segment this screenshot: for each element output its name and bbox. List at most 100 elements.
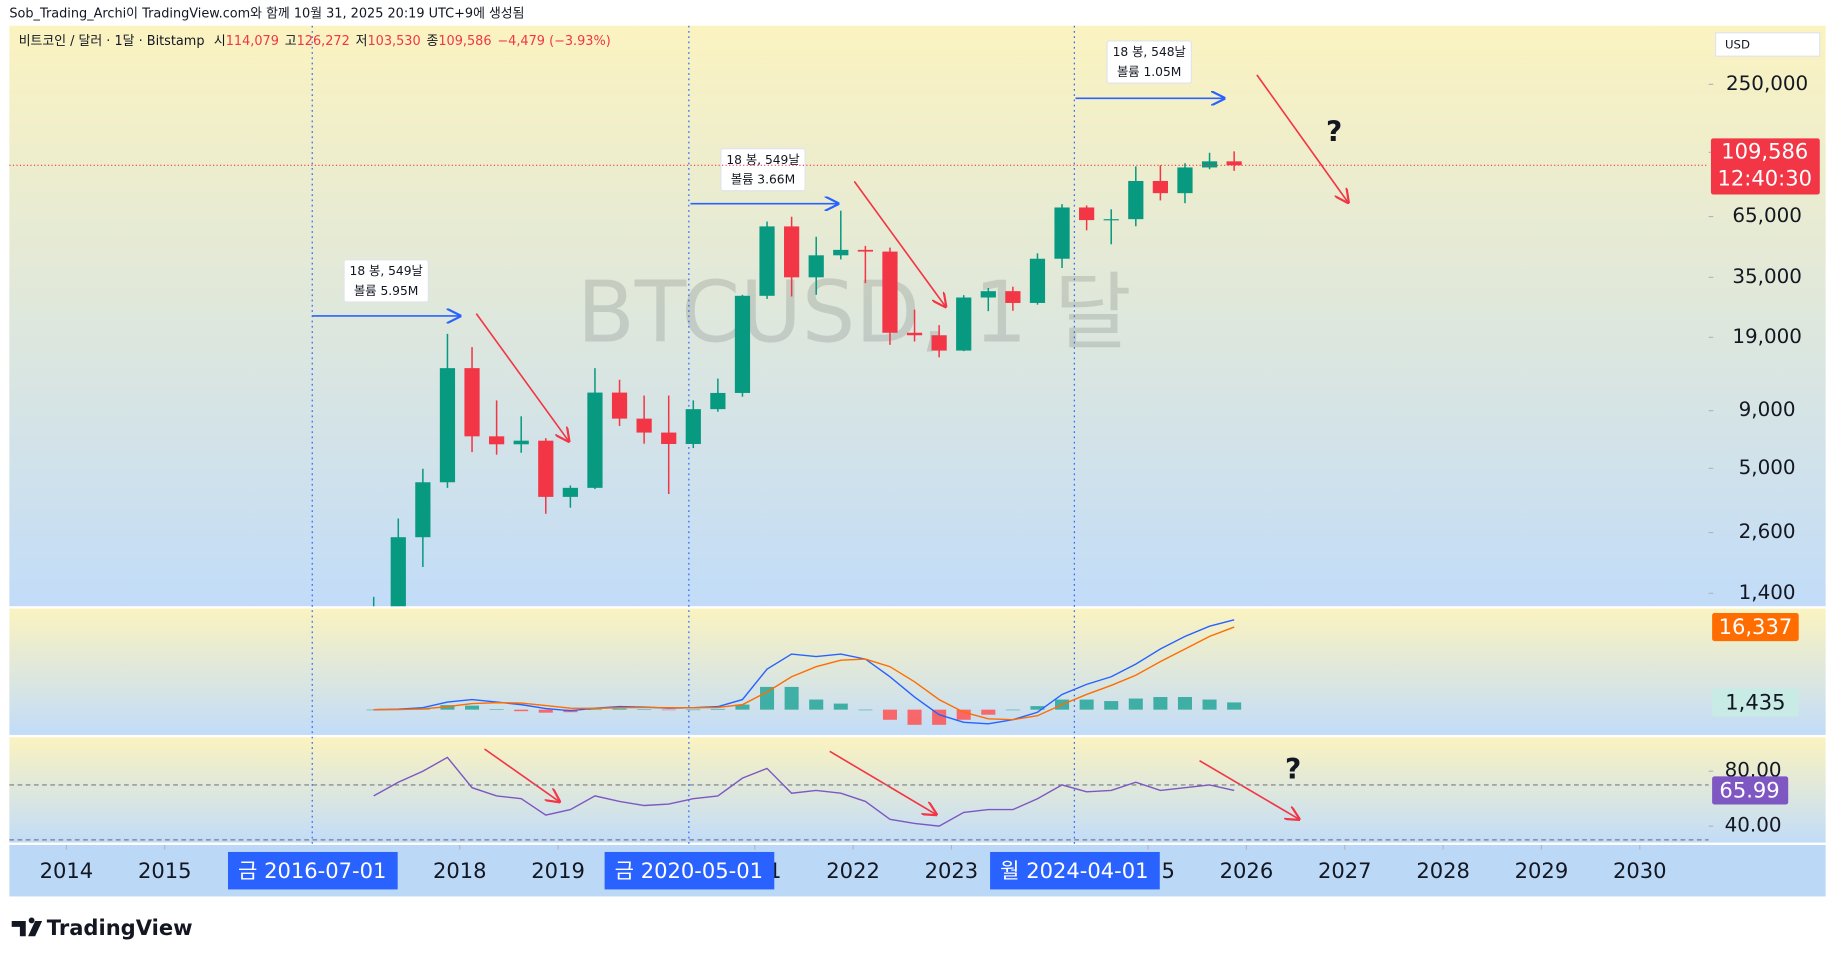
red-arrows	[475, 74, 1348, 819]
logo-mark	[11, 917, 43, 937]
note-box	[1106, 40, 1192, 84]
macd-histogram	[784, 686, 799, 710]
macd-histogram	[1079, 699, 1094, 710]
candle-body	[1128, 180, 1144, 220]
candles	[372, 151, 1242, 607]
macd-histogram	[465, 705, 480, 710]
caption: Sob_Trading_Archi이 TradingView.com와 함께 1…	[9, 7, 524, 22]
y-tick-label: 40.00	[1725, 814, 1782, 837]
candle-body	[538, 440, 554, 497]
candle-body	[808, 255, 824, 278]
candle-body	[980, 291, 996, 298]
candle-body	[1054, 207, 1070, 259]
signal-last: 16,337	[1719, 614, 1793, 639]
x-tick-label: 2026	[1220, 858, 1274, 883]
close: 109,586	[438, 33, 491, 48]
macd-histogram	[710, 708, 725, 710]
candle-body	[784, 226, 800, 278]
logo: TradingView	[11, 915, 193, 940]
open: 114,079	[226, 33, 279, 48]
date-badge	[227, 851, 398, 890]
x-tick-label: 2029	[1515, 858, 1569, 883]
candle-body	[1005, 291, 1021, 303]
macd-histogram	[1177, 697, 1192, 710]
macd-histogram	[907, 709, 922, 725]
y-tick-label: 5,000	[1739, 456, 1796, 479]
candle-body	[562, 487, 578, 497]
arrow	[1256, 74, 1348, 203]
date-badge	[990, 851, 1160, 890]
macd-histogram	[1030, 706, 1045, 710]
candle-body	[734, 295, 751, 393]
macd-histogram	[587, 709, 602, 710]
y-tick-label: 2,600	[1739, 520, 1796, 543]
watermark: BTCUSD, 1 달	[577, 263, 1132, 361]
candle-body	[906, 332, 923, 336]
y-tick-label: 1,400	[1739, 581, 1796, 604]
candle-body	[415, 482, 431, 538]
y-tick-label: 35,000	[1732, 265, 1802, 288]
macd-histogram	[833, 703, 848, 710]
low-label: 저	[356, 33, 368, 48]
candle-body	[587, 392, 603, 488]
rsi-pane	[9, 737, 1826, 843]
x-tick-label: 2018	[433, 858, 487, 883]
macd-histogram	[440, 705, 455, 710]
note-box	[720, 148, 806, 192]
histogram-badge	[1712, 688, 1799, 717]
currency: USD	[1725, 38, 1750, 52]
symbol: 비트코인 / 달러 · 1달 · Bitstamp	[19, 33, 205, 48]
note-line: 볼륨 5.95M	[354, 284, 418, 298]
y-tick-label: 65,000	[1732, 204, 1802, 227]
macd-histogram	[735, 704, 750, 710]
macd-histogram	[538, 709, 553, 713]
candle-body	[636, 418, 652, 433]
macd-histogram	[882, 709, 897, 720]
x-tick-label: 2014	[40, 858, 94, 883]
macd-line	[373, 619, 1235, 725]
arrow	[829, 750, 936, 814]
note-line: 18 봉, 549날	[350, 264, 423, 278]
question: ?	[1285, 753, 1301, 786]
candle-body	[1103, 219, 1119, 221]
legend: 비트코인 / 달러 · 1달 · Bitstamp 시114,079 고126,27…	[19, 33, 611, 48]
macd-histogram	[956, 709, 971, 720]
candle-body	[759, 226, 775, 296]
candle-body	[513, 440, 529, 445]
y-tick-label: 250,000	[1726, 72, 1808, 95]
candle-body	[464, 368, 480, 437]
candle-body	[1201, 161, 1218, 168]
last-price: 109,586	[1721, 138, 1808, 163]
brand: TradingView	[47, 915, 193, 940]
signal-line	[373, 626, 1235, 721]
rsi-line	[373, 756, 1235, 827]
macd-histogram	[489, 709, 504, 710]
macd-histogram	[760, 686, 775, 710]
macd-histogram	[1227, 702, 1242, 710]
macd-histogram	[637, 709, 652, 710]
candle-body	[439, 368, 456, 483]
candle-body	[611, 392, 628, 419]
candle-body	[1079, 207, 1095, 221]
macd-histogram	[1202, 699, 1217, 710]
arrow	[475, 313, 568, 442]
x-tick-label: 2015	[138, 858, 192, 883]
countdown: 12:40:30	[1718, 165, 1813, 190]
x-tick-label: 2027	[1318, 858, 1372, 883]
x-tick-label: 2022	[826, 858, 880, 883]
note-line: 볼륨 1.05M	[1117, 65, 1181, 79]
low: 103,530	[367, 33, 420, 48]
candle-body	[710, 392, 726, 410]
candle-body	[857, 249, 873, 252]
macd-histogram	[1104, 701, 1119, 710]
candle-body	[489, 436, 505, 445]
high-label: 고	[285, 33, 297, 48]
macd-histogram	[686, 709, 701, 711]
x-tick-label: 2019	[531, 858, 585, 883]
question: ?	[1326, 115, 1342, 148]
macd-histogram	[858, 709, 873, 711]
note-line: 18 봉, 549날	[726, 153, 799, 167]
open-label: 시	[214, 33, 226, 48]
